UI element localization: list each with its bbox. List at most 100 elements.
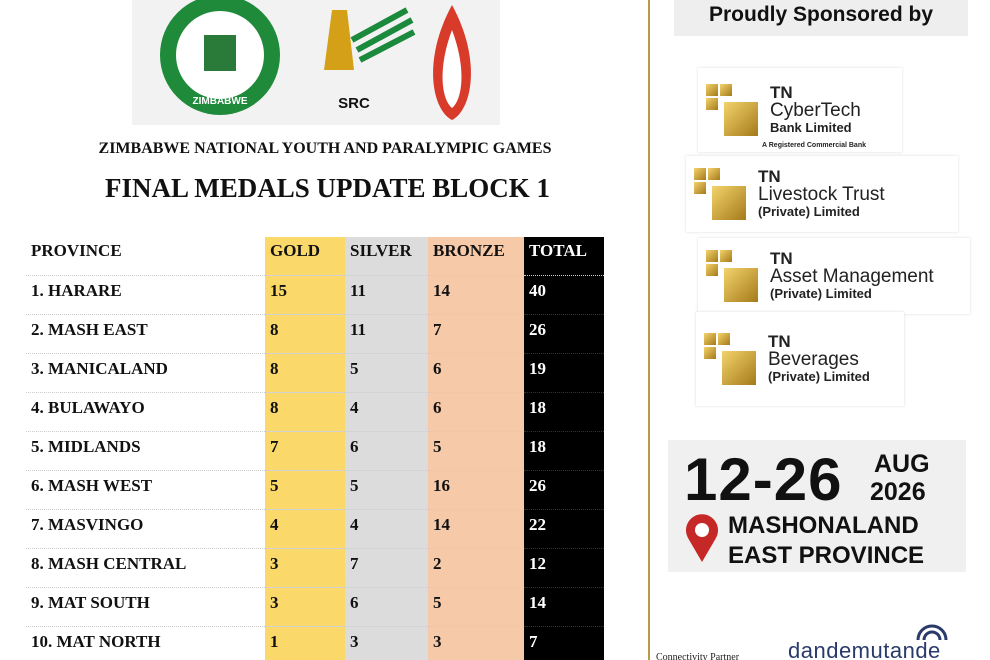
sponsor-suffix: Bank Limited — [770, 120, 852, 135]
total-cell: 18 — [524, 393, 604, 432]
sponsor-icon — [694, 168, 750, 220]
total-cell: 40 — [524, 276, 604, 315]
silver-cell: 4 — [345, 393, 428, 432]
pin — [686, 514, 718, 562]
sponsor-heading: Proudly Sponsored by — [674, 0, 968, 36]
silver-cell: 5 — [345, 471, 428, 510]
column-header: PROVINCE — [26, 237, 265, 276]
gold-cell: 5 — [265, 471, 345, 510]
icon-square — [704, 347, 716, 359]
icon-square — [694, 182, 706, 194]
province-cell: 1. HARARE — [26, 276, 265, 315]
icon-square — [704, 333, 716, 345]
icon-square — [724, 102, 758, 136]
bronze-cell: 7 — [428, 315, 524, 354]
total-cell: 26 — [524, 315, 604, 354]
province-cell: 7. MASVINGO — [26, 510, 265, 549]
total-cell: 7 — [524, 627, 604, 660]
bronze-cell: 6 — [428, 354, 524, 393]
total-cell: 19 — [524, 354, 604, 393]
gold-cell: 8 — [265, 315, 345, 354]
icon-square — [718, 333, 730, 345]
total-cell: 14 — [524, 588, 604, 627]
province-cell: 5. MIDLANDS — [26, 432, 265, 471]
src-bird — [324, 10, 354, 70]
medals-table: PROVINCE GOLD SILVER BRONZE TOTAL 1. HARARE 15… — [26, 237, 604, 660]
partner-icon — [916, 624, 948, 641]
silver-cell: 6 — [345, 588, 428, 627]
column-band — [428, 237, 524, 660]
event-place-2: EAST PROVINCE — [728, 542, 925, 569]
sponsor-suffix: (Private) Limited — [770, 286, 872, 301]
sponsor-brand: TN — [758, 167, 781, 186]
gold-cell: 1 — [265, 627, 345, 660]
sponsor-card: TN Asset Management (Private) Limited — [698, 238, 970, 314]
sponsor-card: TN CyberTech Bank Limited A Registered Comm… — [698, 68, 902, 152]
silver-cell: 4 — [345, 510, 428, 549]
province-cell: 3. MANICALAND — [26, 354, 265, 393]
column-header: SILVER — [345, 237, 428, 276]
event-place-1: MASHONALAND — [728, 512, 919, 539]
icon-square — [720, 84, 732, 96]
silver-cell: 11 — [345, 315, 428, 354]
bronze-cell: 5 — [428, 432, 524, 471]
icon-square — [708, 168, 720, 180]
sponsor-note: A Registered Commercial Bank — [762, 142, 866, 149]
icon-square — [706, 250, 718, 262]
logos: ZIMBABWE SRC — [160, 0, 471, 120]
subtitle: ZIMBABWE NATIONAL YOUTH AND PARALYMPIC G… — [98, 140, 552, 157]
gold-cell: 15 — [265, 276, 345, 315]
sponsor-brand: TN — [770, 249, 793, 268]
icon-square — [706, 264, 718, 276]
sponsor-icon — [704, 333, 760, 385]
province-cell: 9. MAT SOUTH — [26, 588, 265, 627]
sponsor-name: Beverages — [768, 349, 859, 370]
gold-cell: 8 — [265, 393, 345, 432]
sponsor-brand: TN — [768, 332, 791, 351]
bronze-cell: 3 — [428, 627, 524, 660]
province-cell: 4. BULAWAYO — [26, 393, 265, 432]
logo-strip: ZIMBABWE SRC — [132, 0, 500, 125]
gold-cell: 3 — [265, 588, 345, 627]
province-cell: 6. MASH WEST — [26, 471, 265, 510]
pin-icon — [686, 514, 718, 562]
src-stripes — [350, 7, 416, 63]
pin-hole — [695, 523, 709, 537]
sponsor-suffix: (Private) Limited — [758, 204, 860, 219]
coat-of-arms — [204, 35, 236, 71]
sponsor-card: TN Livestock Trust (Private) Limited — [686, 156, 958, 232]
column-header: BRONZE — [428, 237, 524, 276]
gold-cell: 8 — [265, 354, 345, 393]
event-year: 2026 — [870, 478, 926, 506]
event-dates: 12-26 — [684, 446, 843, 513]
silver-cell: 5 — [345, 354, 428, 393]
column-header: TOTAL — [524, 237, 604, 276]
partner-label: Connectivity Partner — [656, 652, 740, 660]
gold-cell: 3 — [265, 549, 345, 588]
province-cell: 8. MASH CENTRAL — [26, 549, 265, 588]
bronze-cell: 5 — [428, 588, 524, 627]
total-cell: 26 — [524, 471, 604, 510]
sponsor-icon — [706, 84, 762, 136]
partner-name: dandemutande — [788, 638, 941, 660]
sponsor-name: Livestock Trust — [758, 184, 885, 205]
icon-square — [712, 186, 746, 220]
icon-square — [706, 98, 718, 110]
gold-cell: 7 — [265, 432, 345, 471]
bronze-cell: 14 — [428, 276, 524, 315]
silver-cell: 11 — [345, 276, 428, 315]
sponsor-suffix: (Private) Limited — [768, 369, 870, 384]
sponsor-brand: TN — [770, 83, 793, 102]
paralympic-bird — [442, 30, 462, 108]
total-cell: 12 — [524, 549, 604, 588]
signal-arcs — [916, 624, 948, 641]
province-cell: 2. MASH EAST — [26, 315, 265, 354]
column-header: GOLD — [265, 237, 345, 276]
src-text: SRC — [338, 95, 370, 112]
silver-cell: 7 — [345, 549, 428, 588]
sponsor-icon — [706, 250, 762, 302]
icon-square — [694, 168, 706, 180]
column-band — [345, 237, 428, 660]
icon-square — [722, 351, 756, 385]
